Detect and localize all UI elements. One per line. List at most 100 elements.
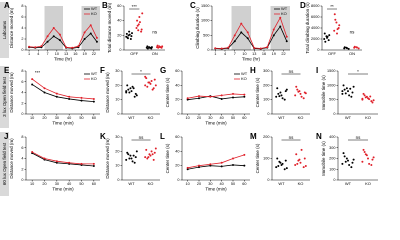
- data-point: [279, 16, 282, 19]
- data-point: [356, 46, 358, 49]
- data-point: [92, 162, 95, 165]
- axes: [121, 71, 160, 115]
- data-point: [272, 28, 275, 31]
- data-point: [198, 95, 200, 98]
- data-point: [275, 166, 278, 169]
- data-point: [232, 92, 234, 95]
- data-point: [344, 160, 347, 163]
- data-point: [152, 87, 155, 90]
- x-tick-label: 1: [214, 52, 216, 56]
- data-point: [363, 151, 366, 154]
- y-tick-label: 30: [115, 69, 119, 73]
- data-point: [135, 94, 138, 97]
- y-tick-label: 60: [175, 135, 179, 139]
- annotation: *: [140, 69, 142, 74]
- data-point: [333, 13, 336, 16]
- data-point: [281, 97, 284, 100]
- group-label: ON: [349, 51, 355, 56]
- y-axis-label: Distance moved (m): [9, 72, 14, 113]
- y-tick-label: 400: [329, 135, 335, 139]
- data-point: [285, 167, 288, 170]
- y-axis-label: Center time (s): [165, 143, 170, 173]
- x-tick-label: KO: [365, 115, 371, 120]
- data-point: [277, 92, 280, 95]
- data-point: [243, 93, 246, 96]
- y-tick-label: 6000: [311, 15, 319, 19]
- data-point: [343, 88, 346, 91]
- row-label: 3 lux Open field test: [2, 76, 7, 117]
- axes: [25, 137, 100, 181]
- y-tick-label: 4: [21, 26, 23, 30]
- data-point: [240, 22, 243, 25]
- x-tick-label: 19: [272, 52, 276, 56]
- data-point: [368, 162, 371, 165]
- data-point: [372, 156, 375, 159]
- data-point: [220, 165, 223, 168]
- data-point: [233, 34, 236, 37]
- x-axis-label: Time (hr): [54, 57, 73, 62]
- data-point: [349, 87, 352, 90]
- data-point: [40, 45, 43, 48]
- y-tick-label: 40: [175, 149, 179, 153]
- x-tick-label: 40: [67, 182, 71, 186]
- data-point: [370, 163, 373, 166]
- annotation: ns: [289, 135, 295, 140]
- data-point: [279, 25, 282, 28]
- annotation: ns: [356, 135, 362, 140]
- x-tick-label: 13: [252, 52, 256, 56]
- data-point: [323, 38, 326, 40]
- y-tick-label: 1500: [201, 4, 209, 8]
- x-tick-label: KO: [365, 181, 371, 186]
- annotation: ***: [132, 4, 138, 9]
- y-tick-label: 60: [117, 4, 121, 8]
- data-point: [283, 98, 286, 101]
- data-point: [302, 166, 305, 169]
- y-tick-label: 0: [117, 112, 119, 116]
- series-line: [215, 25, 288, 50]
- y-axis-label: Total climbing duration (s): [305, 2, 310, 54]
- data-point: [147, 156, 150, 159]
- data-point: [362, 148, 365, 151]
- y-tick-label: 4: [21, 91, 23, 95]
- y-tick-label: 100: [263, 98, 269, 102]
- annotation: ns: [139, 135, 145, 140]
- y-tick-label: 4: [21, 157, 23, 161]
- data-point: [352, 158, 355, 161]
- x-tick-label: KO: [148, 115, 154, 120]
- data-point: [335, 21, 338, 24]
- y-axis-label: Center time (s): [165, 77, 170, 107]
- y-axis-label: Immobile time (s): [321, 75, 326, 110]
- y-tick-label: 2: [21, 37, 23, 41]
- data-point: [186, 166, 189, 169]
- data-point: [346, 47, 348, 50]
- data-point: [153, 151, 156, 154]
- x-tick-label: 20: [42, 116, 46, 120]
- data-point: [285, 40, 288, 43]
- data-point: [126, 151, 129, 154]
- data-point: [135, 27, 138, 29]
- x-tick-label: 22: [281, 52, 285, 56]
- y-tick-label: 200: [263, 135, 269, 139]
- data-point: [28, 45, 31, 48]
- data-point: [71, 46, 74, 49]
- y-tick-label: 20: [115, 149, 119, 153]
- y-tick-label: 200: [263, 83, 269, 87]
- data-point: [296, 162, 299, 165]
- y-tick-label: 8: [21, 4, 23, 8]
- annotation: ns: [350, 30, 356, 35]
- panel-letter: D: [300, 1, 306, 10]
- panel-letter: H: [250, 66, 256, 75]
- y-tick-label: 300: [329, 146, 335, 150]
- data-point: [144, 156, 147, 159]
- axes: [121, 137, 160, 181]
- data-point: [159, 46, 162, 49]
- data-point: [157, 46, 160, 49]
- annotation: ns: [152, 30, 158, 35]
- data-point: [220, 161, 223, 164]
- data-point: [209, 163, 212, 166]
- panel-letter: M: [250, 132, 257, 141]
- data-point: [131, 85, 134, 88]
- axes: [25, 6, 100, 51]
- data-point: [336, 32, 338, 35]
- data-point: [363, 94, 366, 97]
